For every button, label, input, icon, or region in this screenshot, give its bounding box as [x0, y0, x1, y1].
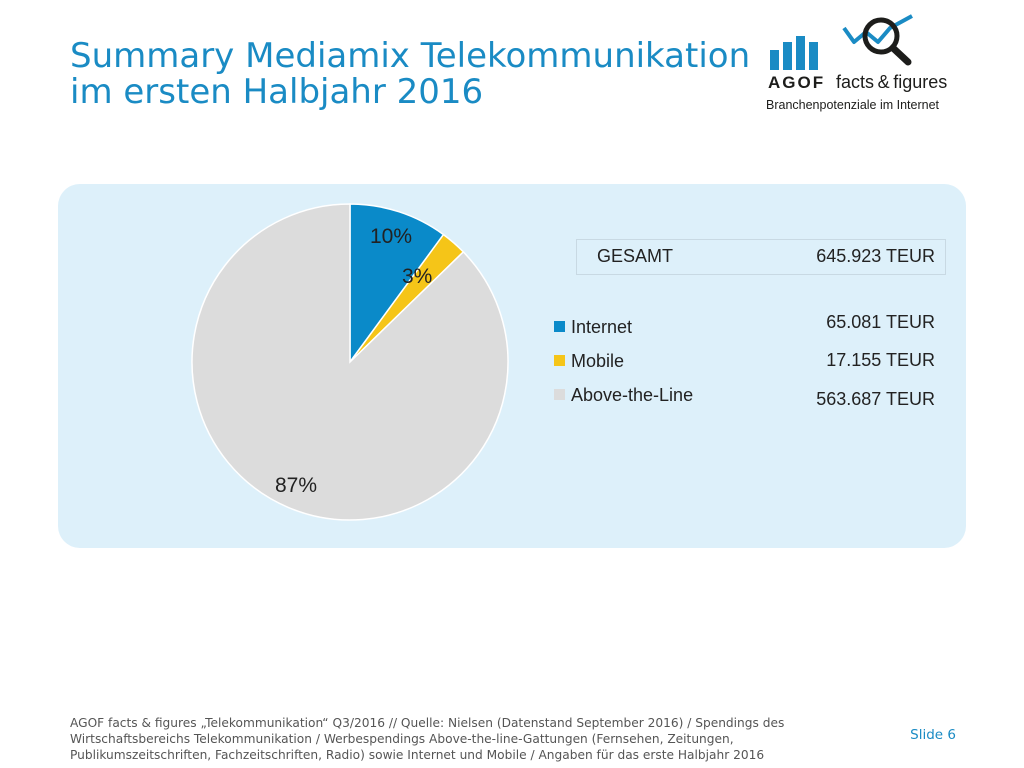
- legend-swatch-internet: [554, 321, 565, 332]
- amount-mobile: 17.155 TEUR: [826, 350, 935, 370]
- agof-logo: AGOF facts & figures Branchenpotenziale …: [766, 12, 966, 112]
- amount-above-the-line: 563.687 TEUR: [816, 389, 935, 409]
- page-title: Summary Mediamix Telekommunikation im er…: [70, 38, 770, 110]
- pie-label-internet: 10%: [370, 225, 413, 248]
- logo-tagline: Branchenpotenziale im Internet: [766, 98, 940, 112]
- legend-item-mobile: Mobile: [554, 351, 624, 372]
- logo-product: facts & figures: [836, 72, 948, 92]
- total-value: 645.923 TEUR: [816, 246, 935, 266]
- legend-swatch-mobile: [554, 355, 565, 366]
- legend-label-mobile: Mobile: [571, 351, 625, 371]
- page-title-line-1: Summary Mediamix Telekommunikation: [70, 36, 751, 76]
- pie-label-above-the-line: 87%: [275, 474, 318, 497]
- legend-swatch-above-the-line: [554, 389, 565, 400]
- pie-slice-above-the-line: [191, 203, 509, 521]
- legend-item-above-the-line: Above-the-Line: [554, 385, 693, 406]
- legend-label-above-the-line: Above-the-Line: [571, 385, 694, 405]
- total-label: GESAMT: [597, 246, 674, 266]
- legend-label-internet: Internet: [571, 317, 633, 337]
- bar-chart-magnifier-icon: [770, 14, 913, 70]
- amount-internet: 65.081 TEUR: [826, 312, 935, 332]
- source-footnote: AGOF facts & figures „Telekommunikation“…: [70, 716, 785, 762]
- slide-number: Slide 6: [910, 727, 956, 743]
- pie-label-mobile: 3%: [402, 265, 433, 288]
- total-box: GESAMT 645.923 TEUR: [576, 239, 946, 275]
- page-title-line-2: im ersten Halbjahr 2016: [70, 72, 484, 112]
- logo-brand: AGOF: [768, 73, 826, 92]
- pie-slice-internet: [349, 203, 445, 365]
- legend-item-internet: Internet: [554, 317, 632, 338]
